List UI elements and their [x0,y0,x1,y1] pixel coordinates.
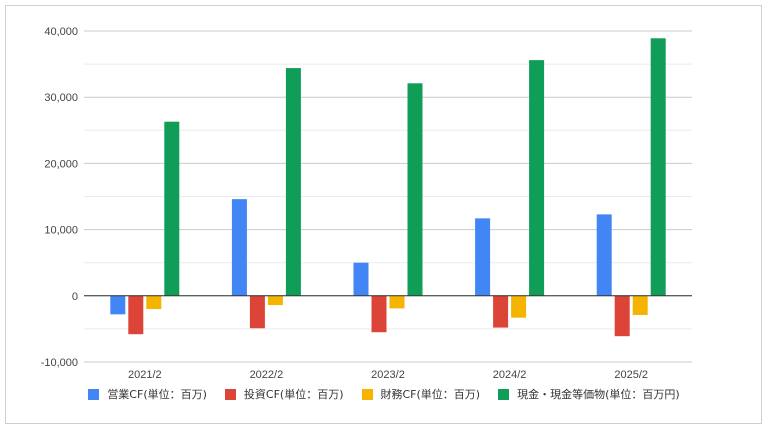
bar[interactable] [511,295,527,318]
legend-item[interactable]: 現金・現金等価物(単位：百万円) [498,386,680,402]
bar[interactable] [614,295,630,337]
grid-lines [84,30,692,363]
bar[interactable] [353,262,369,296]
bar[interactable] [650,38,666,296]
bar[interactable] [632,295,648,315]
bar[interactable] [164,121,180,296]
y-tick-label: 20,000 [44,158,78,170]
x-tick-label: 2022/2 [250,369,284,381]
legend-swatch [498,388,510,400]
y-tick-label: -10,000 [41,357,78,369]
bar[interactable] [389,295,405,309]
legend-item[interactable]: 営業CF(単位：百万) [88,386,207,402]
bar[interactable] [249,295,265,329]
bar[interactable] [371,295,387,333]
legend-item[interactable]: 財務CF(単位：百万) [361,386,481,402]
x-tick-label: 2023/2 [371,369,405,381]
bar[interactable] [493,295,509,328]
bar[interactable] [596,214,612,296]
chart-frame [5,5,762,424]
legend-swatch [361,388,373,400]
bar[interactable] [128,295,144,335]
legend: 営業CF(単位：百万) 投資CF(単位：百万) 財務CF(単位：百万) 現金・現金等価… [0,386,768,402]
bar[interactable] [267,295,283,306]
y-axis-labels: 40,000 30,000 20,000 10,000 0 -10,000 [41,26,78,369]
legend-label: 営業CF(単位：百万) [107,388,207,401]
bar[interactable] [285,68,301,296]
bar[interactable] [146,295,162,310]
legend-swatch [224,388,236,400]
bar[interactable] [407,83,423,296]
x-tick-label: 2025/2 [614,369,648,381]
bar[interactable] [110,295,126,315]
y-tick-label: 0 [72,291,78,303]
x-axis-labels: 2021/2 2022/2 2023/2 2024/2 2025/2 [128,369,648,381]
y-tick-label: 10,000 [44,225,78,237]
x-tick-label: 2024/2 [493,369,527,381]
y-tick-label: 30,000 [44,92,78,104]
legend-label: 財務CF(単位：百万) [380,388,481,401]
bar[interactable] [529,60,545,296]
y-tick-label: 40,000 [44,26,78,38]
bars [110,38,666,337]
legend-item[interactable]: 投資CF(単位：百万) [224,386,344,402]
bar[interactable] [475,218,491,296]
legend-label: 投資CF(単位：百万) [243,388,344,401]
x-tick-label: 2021/2 [128,369,162,381]
legend-label: 現金・現金等価物(単位：百万円) [517,388,680,401]
bar[interactable] [231,199,247,296]
legend-swatch [88,388,100,400]
